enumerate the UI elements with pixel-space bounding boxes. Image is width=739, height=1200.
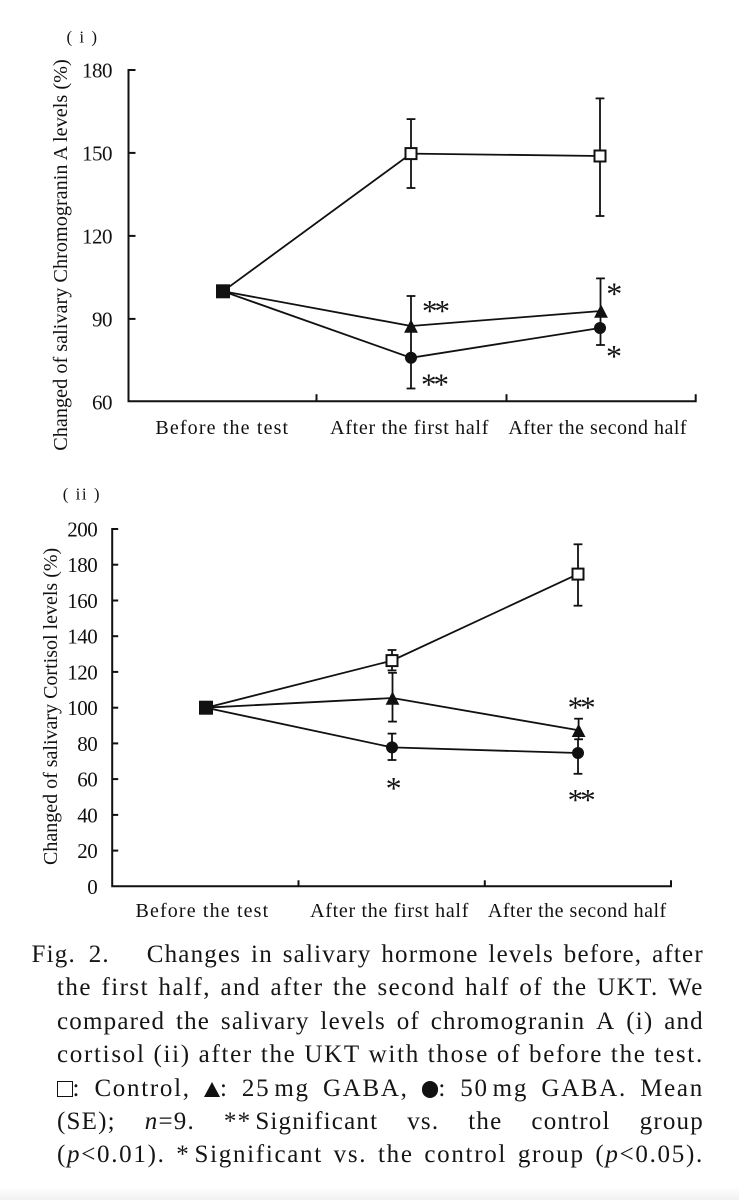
svg-text:200: 200 — [67, 518, 97, 542]
svg-text:0: 0 — [87, 875, 97, 899]
svg-text:160: 160 — [67, 589, 97, 613]
svg-text:Changed of salivary Cortisol l: Changed of salivary Cortisol levels (%) — [40, 548, 62, 865]
svg-text:( i ): ( i ) — [66, 28, 98, 47]
svg-text:**: ** — [422, 293, 450, 328]
svg-text:60: 60 — [77, 768, 97, 792]
svg-text:Changed of salivary Chromogran: Changed of salivary Chromogranin A level… — [50, 59, 72, 450]
svg-text:Before the test: Before the test — [135, 900, 269, 922]
svg-text:150: 150 — [82, 141, 112, 165]
svg-text:180: 180 — [67, 553, 97, 577]
svg-text:**: ** — [568, 782, 596, 817]
svg-text:**: ** — [568, 690, 596, 725]
svg-text:120: 120 — [67, 660, 97, 684]
svg-text:60: 60 — [92, 390, 112, 414]
svg-text:( ii ): ( ii ) — [63, 484, 101, 503]
svg-text:After the second half: After the second half — [508, 417, 687, 439]
svg-text:*: * — [606, 338, 622, 374]
svg-text:140: 140 — [67, 625, 97, 649]
svg-text:20: 20 — [77, 839, 97, 863]
svg-text:**: ** — [421, 367, 449, 402]
svg-text:After the first half: After the first half — [310, 900, 469, 922]
svg-text:120: 120 — [82, 224, 112, 248]
svg-text:Before the test: Before the test — [155, 417, 289, 439]
svg-text:After the first half: After the first half — [330, 417, 489, 439]
svg-text:80: 80 — [77, 732, 97, 756]
svg-text:180: 180 — [82, 59, 112, 83]
svg-text:After the second half: After the second half — [488, 900, 667, 922]
svg-text:*: * — [606, 276, 622, 312]
svg-text:40: 40 — [77, 803, 97, 827]
svg-text:100: 100 — [67, 696, 97, 720]
svg-text:90: 90 — [92, 307, 112, 331]
svg-text:*: * — [386, 770, 402, 806]
